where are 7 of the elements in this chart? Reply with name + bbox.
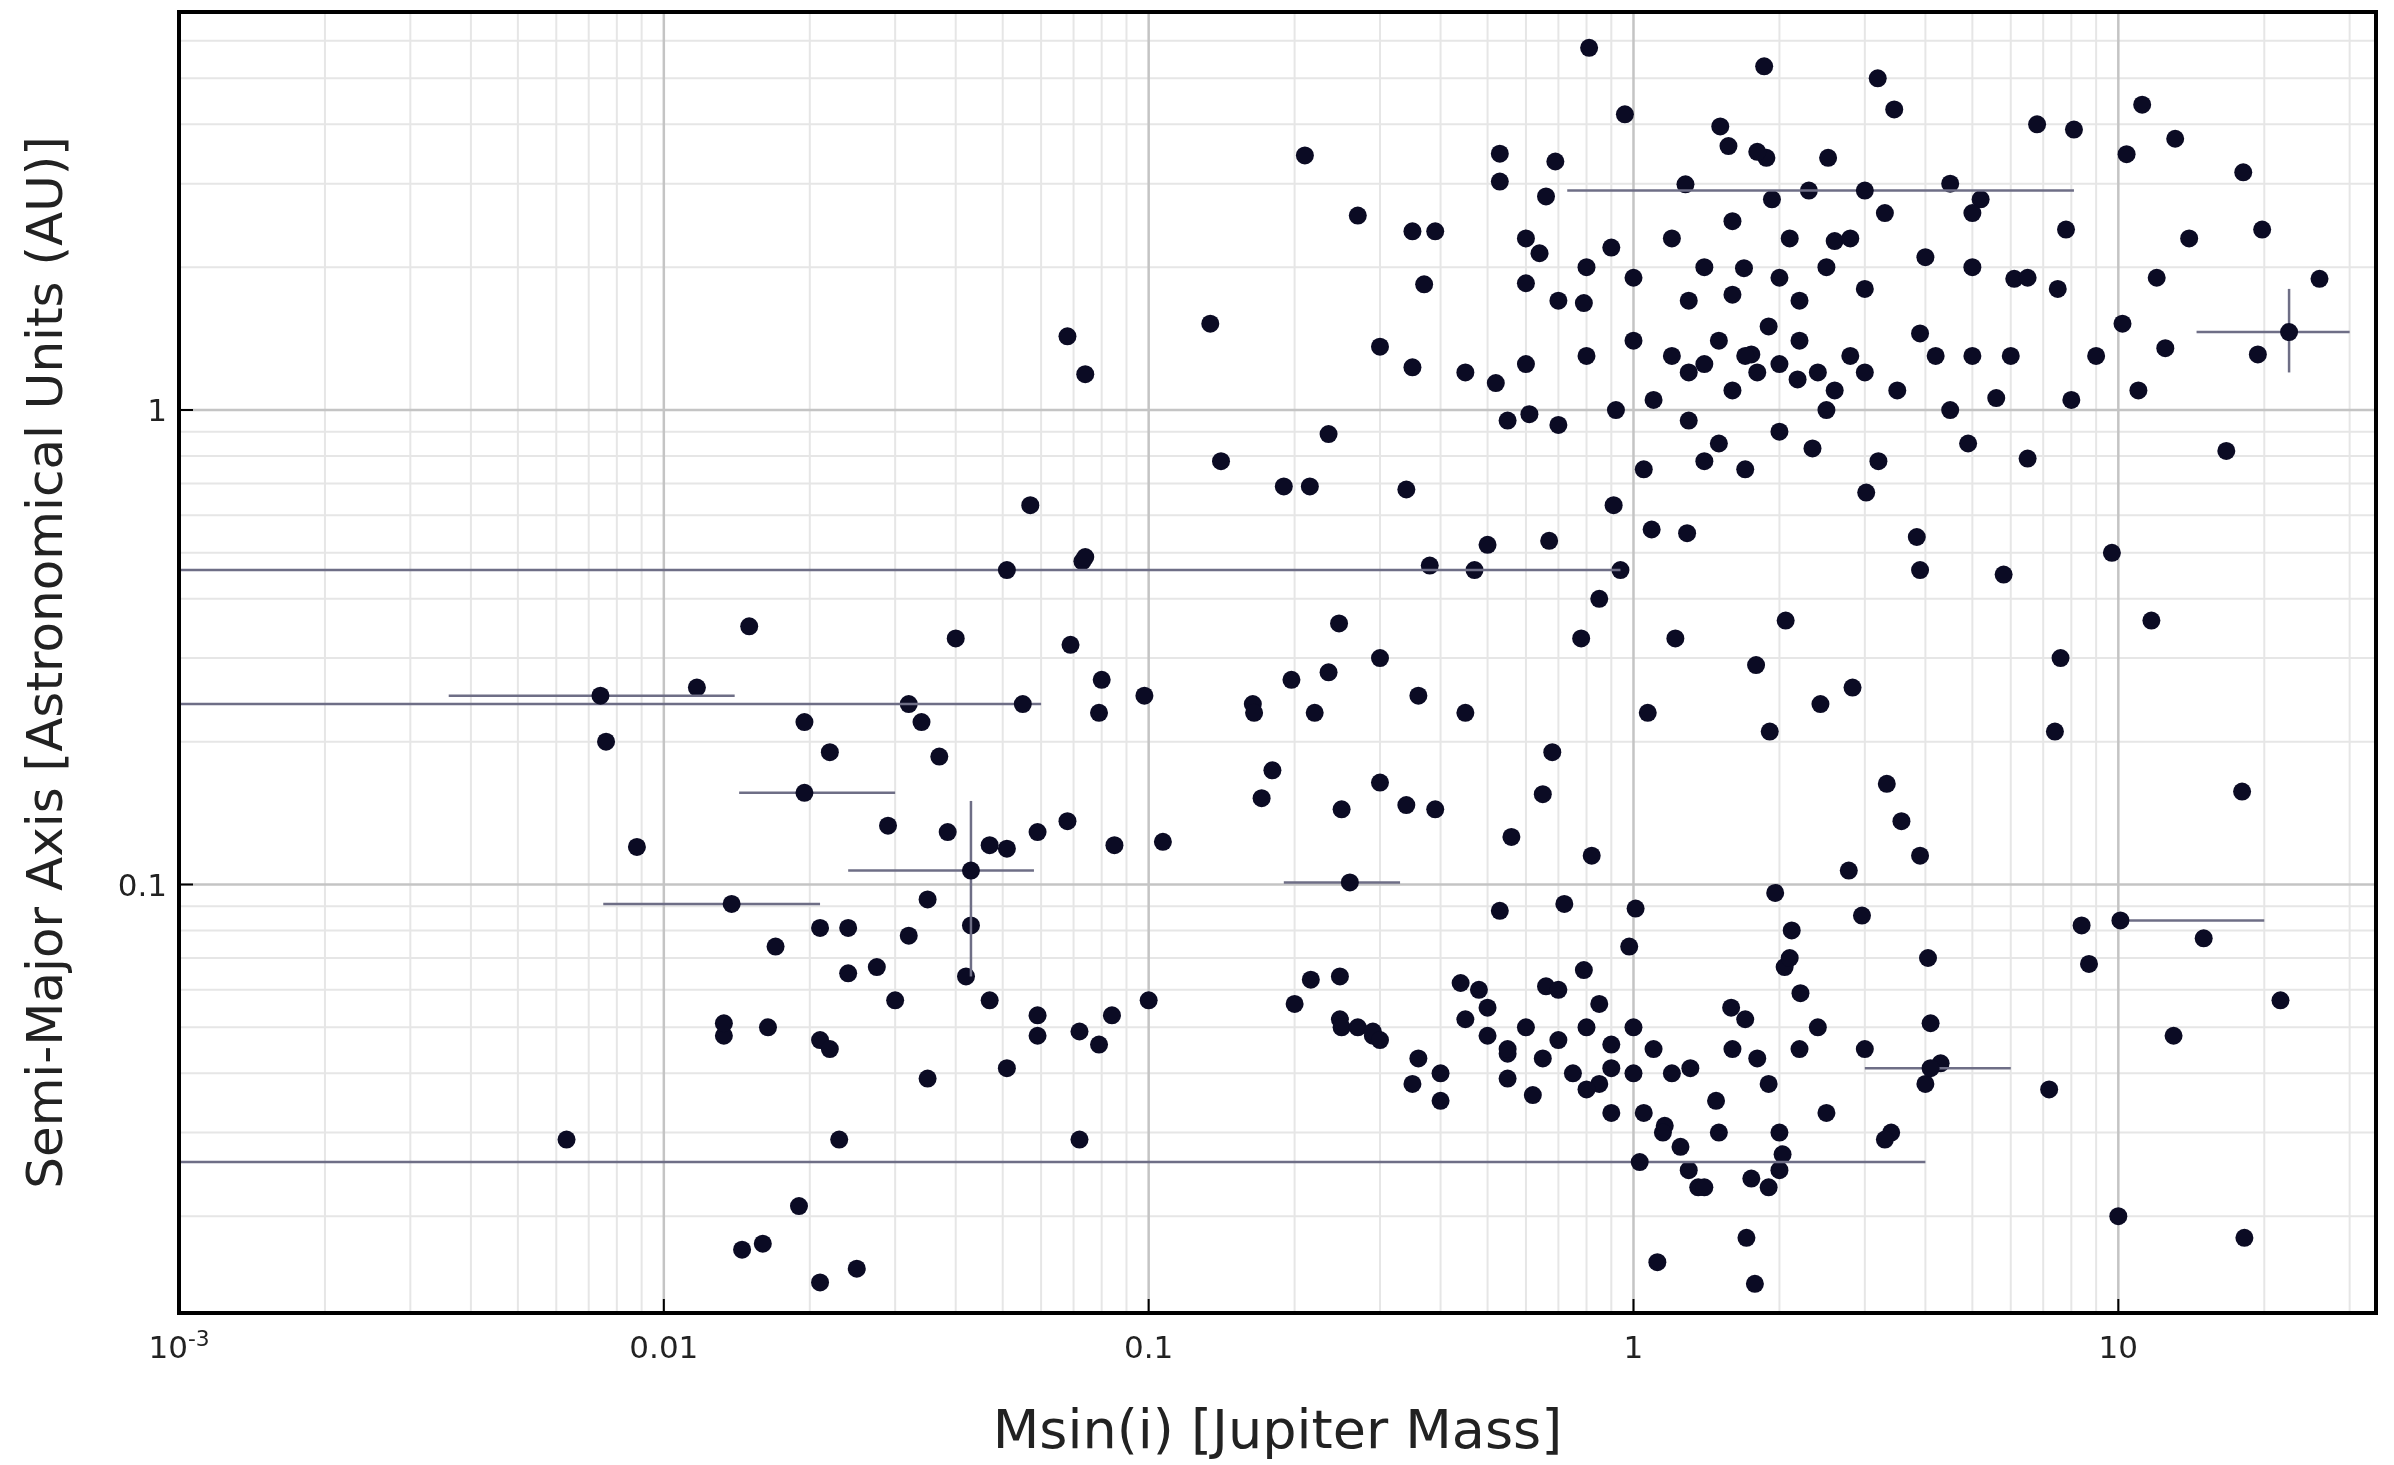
x-tick-label: 0.01 (629, 1329, 699, 1365)
x-tick-label: 1 (1623, 1329, 1644, 1365)
y-axis-title: Semi-Major Axis [Astronomical Units (AU)] (16, 136, 74, 1189)
x-tick-label: 10$^{-3}$ (148, 1325, 210, 1365)
x-tick-label: 10 (2098, 1329, 2139, 1365)
x-axis-title: Msin(i) [Jupiter Mass] (992, 1398, 1563, 1461)
x-tick-label: 0.1 (1124, 1329, 1174, 1365)
